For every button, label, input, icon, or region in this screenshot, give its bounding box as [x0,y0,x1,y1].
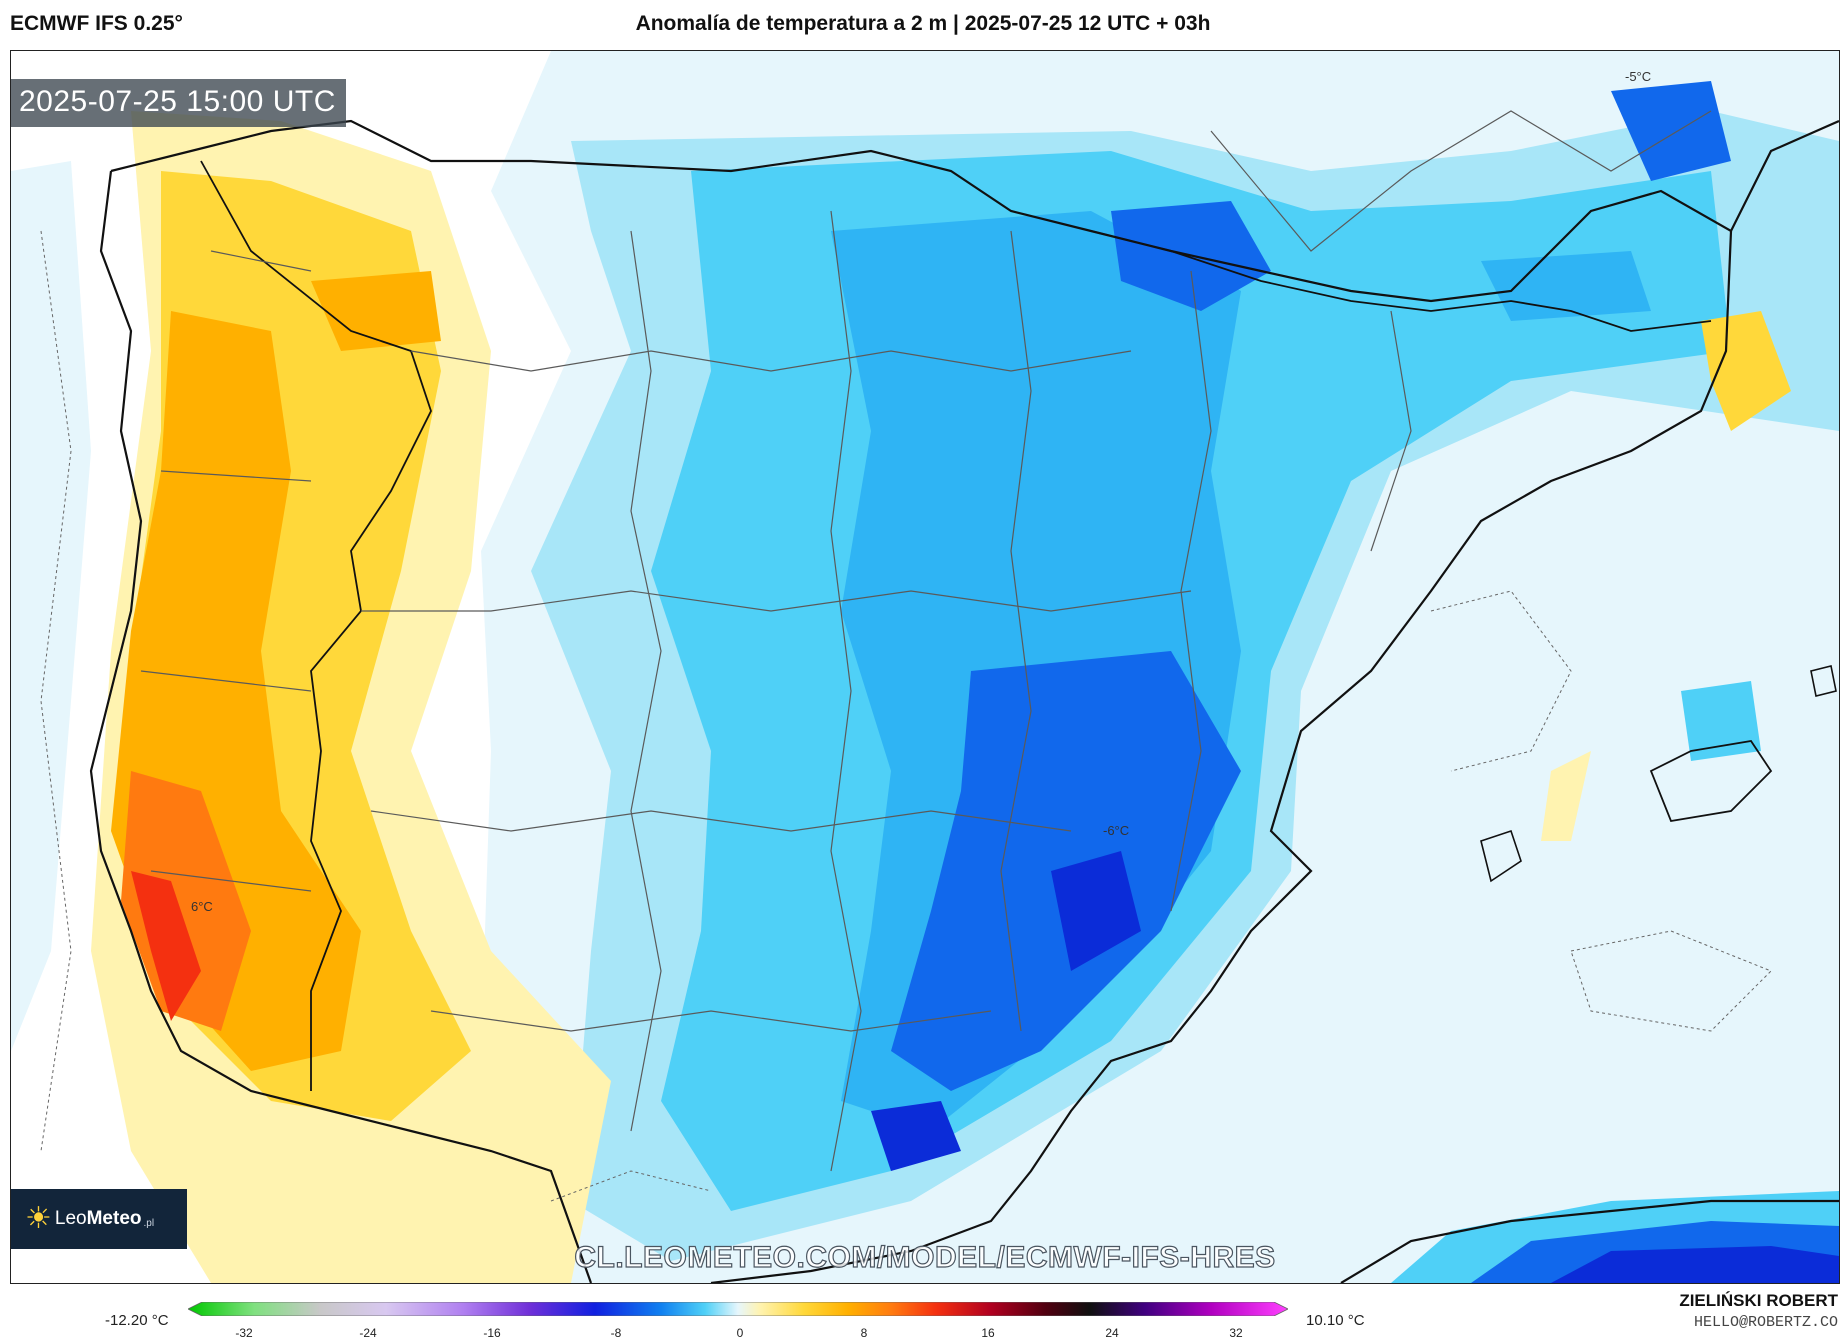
colorbar-tick: 32 [1229,1326,1243,1340]
model-label: ECMWF IFS 0.25° [10,12,183,35]
contour-label: 6°C [191,899,213,914]
colorbar-tick: 16 [981,1326,995,1340]
colorbar [188,1302,1288,1316]
colorbar-tick: -16 [483,1326,501,1340]
source-watermark[interactable]: CL.LEOMETEO.COM/MODEL/ECMWF-IFS-HRES [574,1240,1276,1274]
temperature-anomaly-map [11,51,1839,1283]
author-email[interactable]: HELLO@ROBERTZ.CO [1693,1314,1838,1331]
colorbar-tick: 24 [1105,1326,1119,1340]
timestamp-badge: 2025-07-25 15:00 UTC [11,79,346,127]
author-name: ZIELIŃSKI ROBERT [1679,1291,1838,1310]
colorbar-tick: -8 [610,1326,622,1340]
logo-text-suffix: .pl [143,1217,155,1229]
logo-text-prefix: Leo [54,1208,87,1229]
map-panel: 2025-07-25 15:00 UTC -5°C -6°C 6°C ☀ Leo… [10,50,1840,1284]
contour-label: -6°C [1103,823,1130,838]
sun-icon: ☀ [25,1202,52,1235]
contour-label: -5°C [1625,69,1652,84]
colorbar-ticks: -32 -24 -16 -8 0 8 16 24 32 [0,1326,1846,1340]
colorbar-tick: 8 [860,1326,868,1340]
logo-text-brand: Meteo [86,1208,142,1229]
colorbar-tick: -32 [235,1326,253,1340]
colorbar-tick: 0 [736,1326,744,1340]
colorbar-max-label: 10.10 °C [1306,1312,1365,1329]
map-title: Anomalía de temperatura a 2 m | 2025-07-… [635,12,1211,35]
colorbar-min-label: -12.20 °C [105,1312,169,1329]
leometeo-logo[interactable]: ☀ Leo Meteo .pl [11,1189,187,1249]
colorbar-tick: -24 [359,1326,377,1340]
